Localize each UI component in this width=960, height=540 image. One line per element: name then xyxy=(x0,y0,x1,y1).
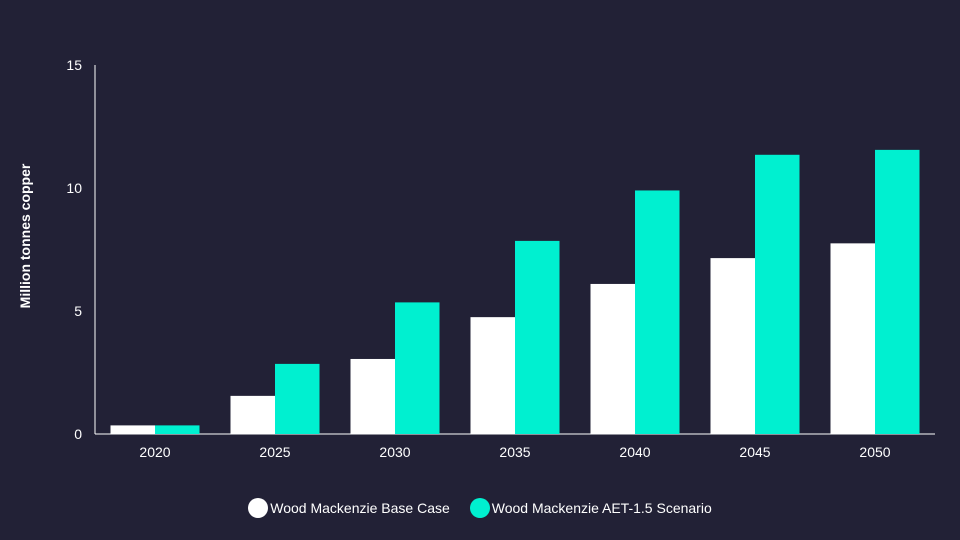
x-axis: 2020 2025 2030 2035 2040 2045 2050 xyxy=(95,433,935,460)
bar-aet-scenario-2030 xyxy=(395,302,440,434)
bar-base-case-2020 xyxy=(110,425,155,434)
bar-aet-scenario-2045 xyxy=(755,154,800,435)
bars xyxy=(110,149,920,435)
y-tick-label: 5 xyxy=(74,303,82,319)
bar-aet-scenario-2020 xyxy=(155,425,200,434)
y-tick-label: 15 xyxy=(66,57,82,73)
x-tick-label: 2025 xyxy=(259,444,290,460)
legend-item-aet-scenario: Wood Mackenzie AET-1.5 Scenario xyxy=(469,498,712,518)
bar-aet-scenario-2050 xyxy=(875,149,920,434)
x-tick-label: 2040 xyxy=(619,444,650,460)
legend-swatch-base-case xyxy=(248,498,269,518)
bar-base-case-2030 xyxy=(350,358,395,434)
x-tick-label: 2050 xyxy=(859,444,890,460)
legend-item-base-case: Wood Mackenzie Base Case xyxy=(248,498,450,518)
y-tick-label: 0 xyxy=(74,426,82,442)
legend-label-aet-scenario: Wood Mackenzie AET-1.5 Scenario xyxy=(491,500,712,516)
bar-chart: 0 5 10 15 2020 2025 2030 2035 2040 2045 2050 Mill… xyxy=(17,57,935,460)
x-tick-label: 2020 xyxy=(139,444,170,460)
x-tick-label: 2035 xyxy=(499,444,530,460)
bar-base-case-2040 xyxy=(590,283,635,434)
bar-base-case-2025 xyxy=(230,395,275,434)
x-tick-label: 2030 xyxy=(379,444,410,460)
bar-base-case-2045 xyxy=(710,258,755,434)
legend-swatch-aet-scenario xyxy=(469,498,490,518)
y-tick-label: 10 xyxy=(66,180,82,196)
legend: Wood Mackenzie Base Case Wood Mackenzie … xyxy=(0,496,960,520)
x-tick-label: 2045 xyxy=(739,444,770,460)
y-axis-label: Million tonnes copper xyxy=(17,163,33,308)
bar-aet-scenario-2035 xyxy=(515,240,560,434)
bar-aet-scenario-2040 xyxy=(635,190,680,434)
legend-label-base-case: Wood Mackenzie Base Case xyxy=(270,500,450,516)
y-axis: 0 5 10 15 xyxy=(66,57,96,442)
bar-aet-scenario-2025 xyxy=(275,363,320,434)
bar-base-case-2035 xyxy=(470,317,515,434)
bar-base-case-2050 xyxy=(830,243,875,434)
